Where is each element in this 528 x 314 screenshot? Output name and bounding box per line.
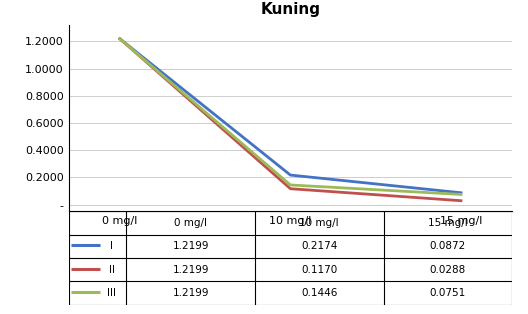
Text: 0.2174: 0.2174: [301, 241, 337, 252]
Title: Hasil Pengukuran FE Air Tanah Kost
Kuning: Hasil Pengukuran FE Air Tanah Kost Kunin…: [137, 0, 444, 17]
Text: 15 mg/l: 15 mg/l: [428, 218, 468, 228]
Text: 0.1170: 0.1170: [301, 265, 337, 275]
Text: III: III: [107, 288, 116, 298]
Text: 0.0872: 0.0872: [430, 241, 466, 252]
Text: II: II: [109, 265, 115, 275]
Text: 1.2199: 1.2199: [172, 265, 209, 275]
Text: I: I: [110, 241, 114, 252]
Text: 1.2199: 1.2199: [172, 241, 209, 252]
Text: 10 mg/l: 10 mg/l: [299, 218, 339, 228]
Text: 0.0288: 0.0288: [430, 265, 466, 275]
Text: 0 mg/l: 0 mg/l: [174, 218, 207, 228]
Text: 0.1446: 0.1446: [301, 288, 337, 298]
Text: 0.0751: 0.0751: [430, 288, 466, 298]
Text: 1.2199: 1.2199: [172, 288, 209, 298]
